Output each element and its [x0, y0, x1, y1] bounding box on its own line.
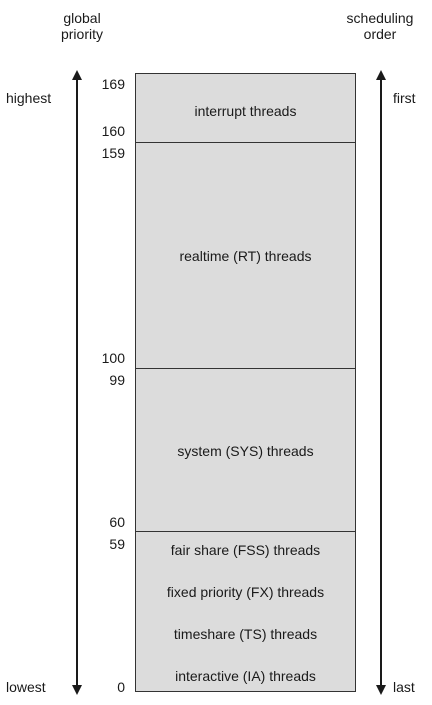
priority-159: 159: [97, 145, 125, 161]
priority-160: 160: [97, 123, 125, 139]
divider-system-fss: [136, 531, 355, 532]
priority-169: 169: [97, 76, 125, 92]
arrow-down-head-icon: [376, 685, 386, 695]
header-priority: priority: [42, 26, 122, 42]
header-global: global: [42, 10, 122, 26]
header-order: order: [330, 26, 430, 42]
band-realtime-threads: realtime (RT) threads: [136, 248, 355, 264]
last-label: last: [393, 679, 415, 695]
first-label: first: [393, 90, 416, 106]
priority-60: 60: [97, 514, 125, 530]
priority-100: 100: [97, 350, 125, 366]
arrow-down-head-icon: [72, 685, 82, 695]
priority-59: 59: [97, 536, 125, 552]
priority-arrow-icon: [72, 70, 82, 695]
band-interrupt-threads: interrupt threads: [136, 103, 355, 119]
divider-interrupt-realtime: [136, 142, 355, 143]
highest-label: highest: [6, 90, 51, 106]
band-ts-threads: timeshare (TS) threads: [136, 626, 355, 642]
band-fx-threads: fixed priority (FX) threads: [136, 584, 355, 600]
band-ia-threads: interactive (IA) threads: [136, 668, 355, 684]
scheduling-order-header: scheduling order: [330, 10, 430, 42]
thread-class-stack: interrupt threads realtime (RT) threads …: [135, 73, 356, 692]
global-priority-header: global priority: [42, 10, 122, 42]
order-arrow-icon: [376, 70, 386, 695]
priority-99: 99: [97, 372, 125, 388]
lowest-label: lowest: [6, 679, 46, 695]
arrow-shaft: [380, 78, 382, 687]
divider-realtime-system: [136, 368, 355, 369]
band-system-threads: system (SYS) threads: [136, 443, 355, 459]
priority-0: 0: [97, 679, 125, 695]
band-fss-threads: fair share (FSS) threads: [136, 542, 355, 558]
header-scheduling: scheduling: [330, 10, 430, 26]
arrow-shaft: [76, 78, 78, 687]
